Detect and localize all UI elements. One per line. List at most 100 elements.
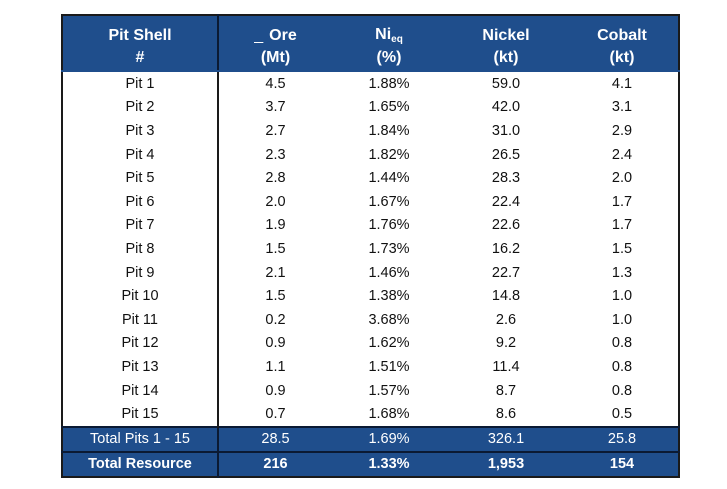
header-cobalt: Cobalt: [566, 15, 679, 45]
cell-nieq: 1.38%: [368, 288, 410, 305]
cell-ore: 1.5: [265, 240, 286, 257]
cell-cobalt: 1.0: [611, 288, 633, 305]
cell-nieq: 3.68%: [368, 311, 410, 328]
table-body: Pit 1 4.5 1.88% 59.0 4.1 Pit 2 3.7 1.65% 42.0 3.1…: [62, 71, 679, 427]
cell-nieq: 1.84%: [368, 122, 410, 139]
cell-pit: Pit 3: [62, 119, 219, 143]
cell-nickel: 42.0: [491, 99, 521, 116]
cell-ore: 2.7: [265, 122, 286, 139]
cell-nickel: 16.2: [491, 240, 521, 257]
cell-pit: Pit 10: [62, 284, 219, 308]
cell-nieq: 1.67%: [368, 193, 410, 210]
cell-ore: 3.7: [265, 99, 286, 116]
cell-cobalt: 1.7: [611, 193, 633, 210]
header-unit-percent: (%): [332, 45, 446, 72]
cell-nickel: 22.7: [491, 264, 521, 281]
cell-ore: 2.3: [265, 146, 286, 163]
cell-pit: Pit 4: [62, 142, 219, 167]
cell-nickel: 8.6: [495, 406, 517, 423]
cell-nickel: 59.0: [491, 75, 521, 92]
cell-nieq: 1.68%: [368, 406, 410, 423]
cell-pit: Pit 1: [62, 71, 219, 96]
cell-cobalt: 2.0: [611, 170, 633, 187]
cell-ore: 1.9: [265, 217, 286, 234]
table-row: Pit 7 1.9 1.76% 22.6 1.7: [62, 213, 679, 238]
cell-pit: Pit 12: [62, 331, 219, 356]
table-row: Pit 15 0.7 1.68% 8.6 0.5: [62, 402, 679, 427]
cell-nickel: 26.5: [491, 146, 521, 163]
cell-pit: Pit 9: [62, 260, 219, 285]
cell-nieq: 1.57%: [368, 382, 410, 399]
table-row: Pit 14 0.9 1.57% 8.7 0.8: [62, 378, 679, 403]
cell-nieq: 1.88%: [368, 75, 410, 92]
header-unit-kt-nickel: (kt): [446, 45, 566, 72]
cell-nieq: 1.82%: [368, 146, 410, 163]
cell-nieq: 1.65%: [368, 99, 410, 116]
total-pits-cobalt: 25.8: [566, 425, 679, 452]
table-row: Pit 5 2.8 1.44% 28.3 2.0: [62, 166, 679, 190]
cell-pit: Pit 6: [62, 189, 219, 214]
table-row: Pit 13 1.1 1.51% 11.4 0.8: [62, 355, 679, 379]
cell-cobalt: 0.8: [611, 382, 633, 399]
cell-cobalt: 2.4: [611, 146, 633, 163]
resource-table: Pit Shell _ Ore Nieq Nickel Cobalt # (Mt)…: [61, 14, 680, 478]
table-row: Pit 10 1.5 1.38% 14.8 1.0: [62, 284, 679, 308]
table-row: Pit 1 4.5 1.88% 59.0 4.1: [62, 71, 679, 96]
cell-cobalt: 1.5: [611, 240, 633, 257]
table-row: Pit 2 3.7 1.65% 42.0 3.1: [62, 95, 679, 120]
cell-ore: 2.1: [265, 264, 286, 281]
cell-ore: 2.8: [265, 170, 286, 187]
cell-cobalt: 4.1: [611, 75, 633, 92]
cell-nieq: 1.76%: [368, 217, 410, 234]
cell-cobalt: 1.0: [611, 311, 633, 328]
cell-nickel: 14.8: [491, 288, 521, 305]
header-pit-shell: Pit Shell: [62, 15, 219, 45]
table-row: Pit 12 0.9 1.62% 9.2 0.8: [62, 331, 679, 356]
cell-nieq: 1.46%: [368, 264, 410, 281]
total-pits-nickel: 326.1: [446, 425, 566, 452]
cell-pit: Pit 11: [62, 307, 219, 332]
cell-nickel: 22.4: [491, 193, 521, 210]
cell-nickel: 8.7: [495, 382, 517, 399]
cell-cobalt: 3.1: [611, 99, 633, 116]
header-ni-label: Ni: [375, 26, 392, 43]
cell-pit: Pit 7: [62, 213, 219, 238]
table-row: Pit 3 2.7 1.84% 31.0 2.9: [62, 119, 679, 143]
cell-ore: 0.7: [265, 406, 286, 423]
header-unit-mt: (Mt): [218, 45, 332, 72]
cell-ore: 2.0: [265, 193, 286, 210]
cell-nickel: 9.2: [495, 335, 517, 352]
total-pits-row: Total Pits 1 - 15 28.5 1.69% 326.1 25.8: [62, 425, 679, 452]
cell-pit: Pit 14: [62, 378, 219, 403]
header-row-1: Pit Shell _ Ore Nieq Nickel Cobalt: [62, 15, 679, 45]
cell-nickel: 31.0: [491, 122, 521, 139]
header-ore: _ Ore: [218, 15, 332, 45]
cell-pit: Pit 5: [62, 166, 219, 190]
cell-cobalt: 0.8: [611, 358, 633, 375]
table-row: Pit 9 2.1 1.46% 22.7 1.3: [62, 260, 679, 285]
cell-cobalt: 2.9: [611, 122, 633, 139]
cell-cobalt: 1.3: [611, 264, 633, 281]
cell-ore: 1.5: [265, 288, 286, 305]
cell-nieq: 1.73%: [368, 240, 410, 257]
table-row: Pit 6 2.0 1.67% 22.4 1.7: [62, 189, 679, 214]
cell-pit: Pit 8: [62, 237, 219, 261]
cell-nieq: 1.44%: [368, 170, 410, 187]
cell-nieq: 1.62%: [368, 335, 410, 352]
cell-nickel: 2.6: [495, 311, 517, 328]
cell-ore: 0.9: [265, 335, 286, 352]
cell-ore: 0.9: [265, 382, 286, 399]
cell-nickel: 22.6: [491, 217, 521, 234]
table-row: Pit 8 1.5 1.73% 16.2 1.5: [62, 237, 679, 261]
cell-cobalt: 0.8: [611, 335, 633, 352]
total-pits-ore: 28.5: [218, 425, 332, 452]
cell-nickel: 28.3: [491, 170, 521, 187]
header-hash: #: [62, 45, 219, 72]
header-ore-label: Ore: [269, 27, 297, 44]
table-header: Pit Shell _ Ore Nieq Nickel Cobalt # (Mt)…: [62, 15, 679, 72]
total-pits-nieq: 1.69%: [332, 425, 446, 452]
total-resource-label: Total Resource: [62, 450, 219, 477]
cell-ore: 0.2: [265, 311, 286, 328]
header-eq-subscript: eq: [391, 34, 403, 45]
cell-cobalt: 0.5: [611, 406, 633, 423]
